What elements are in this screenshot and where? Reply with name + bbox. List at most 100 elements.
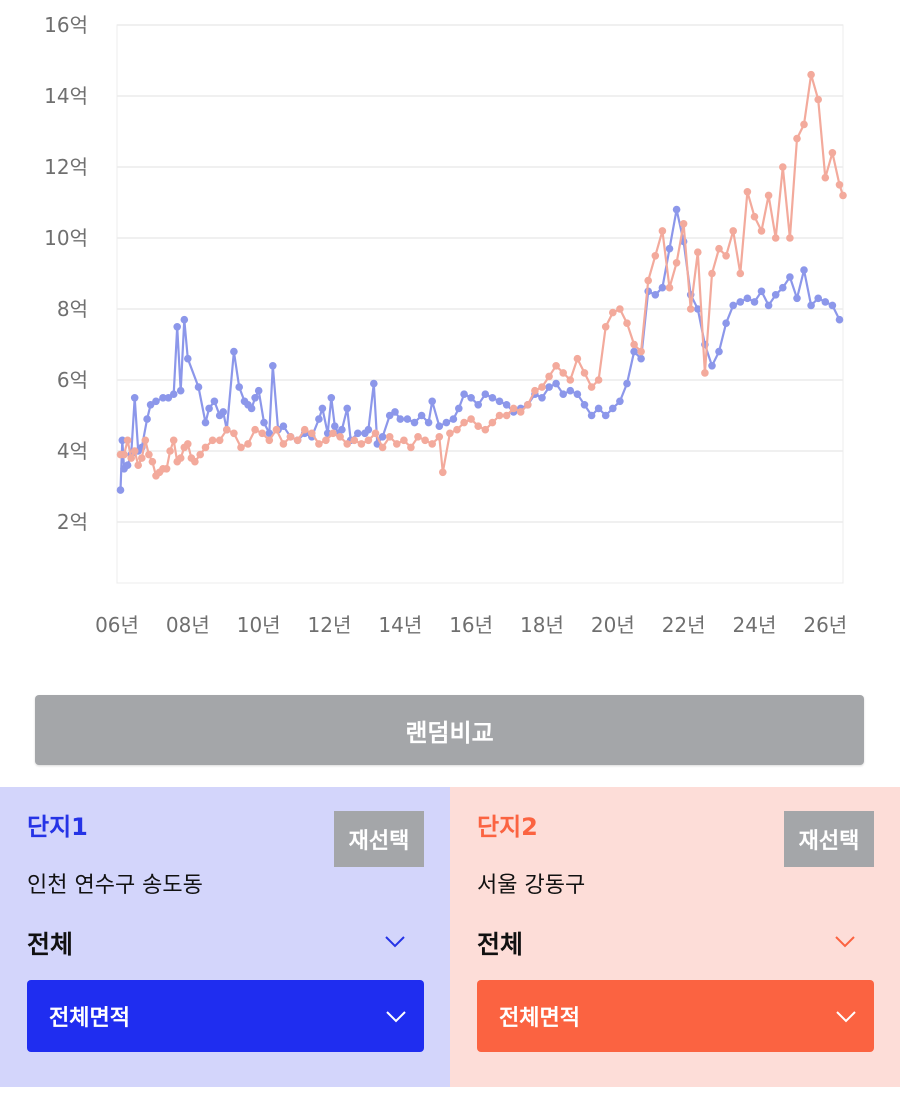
data-point-2 xyxy=(694,248,702,256)
data-point-2 xyxy=(531,386,539,395)
data-point-2 xyxy=(357,440,366,448)
data-point-2 xyxy=(393,440,401,448)
data-point-2 xyxy=(630,340,638,349)
complex2-area-dropdown[interactable]: 전체면적 xyxy=(477,980,874,1052)
data-point-1 xyxy=(658,283,667,292)
data-point-1 xyxy=(449,415,458,423)
data-point-1 xyxy=(219,408,227,416)
data-point-2 xyxy=(336,433,344,441)
complex2-panel: 단지2 재선택 서울 강동구 전체 전체면적 xyxy=(450,787,900,1087)
data-point-2 xyxy=(488,418,497,427)
data-point-1 xyxy=(630,347,638,356)
data-point-1 xyxy=(318,404,327,413)
complex2-title: 단지2 xyxy=(477,813,538,841)
y-tick-label: 6억 xyxy=(57,368,88,392)
complex2-type-dropdown[interactable]: 전체 xyxy=(477,925,857,965)
data-point-2 xyxy=(201,443,210,452)
data-point-1 xyxy=(764,301,773,310)
data-point-1 xyxy=(779,283,787,292)
data-point-1 xyxy=(173,323,181,331)
complex2-reselect-button[interactable]: 재선택 xyxy=(784,811,874,867)
data-point-1 xyxy=(205,404,213,413)
data-point-2 xyxy=(474,422,483,431)
complex1-type-dropdown[interactable]: 전체 xyxy=(27,925,407,965)
data-point-2 xyxy=(138,454,146,462)
data-point-1 xyxy=(428,397,437,406)
data-point-2 xyxy=(421,436,429,445)
data-point-2 xyxy=(378,443,387,452)
data-point-2 xyxy=(286,433,295,441)
x-tick-label: 26년 xyxy=(803,613,847,637)
data-point-2 xyxy=(467,415,475,423)
data-point-2 xyxy=(134,461,142,470)
data-point-2 xyxy=(708,269,716,278)
data-point-1 xyxy=(251,394,259,402)
data-point-2 xyxy=(835,181,844,189)
x-tick-label: 22년 xyxy=(662,613,706,637)
x-tick-label: 08년 xyxy=(166,613,210,637)
data-point-2 xyxy=(127,454,135,462)
data-point-2 xyxy=(265,436,274,445)
data-point-1 xyxy=(828,301,837,310)
data-point-1 xyxy=(279,422,288,431)
random-compare-button[interactable]: 랜덤비교 xyxy=(35,695,864,765)
data-point-1 xyxy=(254,386,263,395)
complex1-area-dropdown[interactable]: 전체면적 xyxy=(27,980,424,1052)
data-point-1 xyxy=(201,418,210,427)
data-point-2 xyxy=(750,212,759,221)
data-point-1 xyxy=(559,390,567,399)
data-point-2 xyxy=(145,450,153,459)
data-point-2 xyxy=(573,354,582,363)
data-point-1 xyxy=(552,379,560,388)
data-point-2 xyxy=(821,173,830,182)
data-point-2 xyxy=(587,383,596,391)
data-point-2 xyxy=(771,234,780,242)
data-point-1 xyxy=(502,401,511,409)
data-point-1 xyxy=(417,411,426,420)
data-point-2 xyxy=(460,418,468,427)
data-point-2 xyxy=(208,436,217,445)
data-point-2 xyxy=(665,283,674,292)
data-point-1 xyxy=(601,411,610,420)
data-point-1 xyxy=(435,422,444,431)
data-point-1 xyxy=(130,394,139,402)
complex1-title: 단지1 xyxy=(27,813,88,841)
price-chart-svg: 2억 4억 6억 8억 10억 12억 14억 16억 06년 08년 10년 12년 14년 16년 18… xyxy=(44,13,847,637)
data-point-2 xyxy=(679,220,688,228)
x-tick-label: 06년 xyxy=(95,613,139,637)
data-point-1 xyxy=(821,298,830,306)
data-point-2 xyxy=(509,404,518,413)
data-point-2 xyxy=(435,433,444,441)
data-point-1 xyxy=(757,287,766,296)
data-point-2 xyxy=(166,447,174,455)
data-point-1 xyxy=(143,415,151,423)
chevron-down-icon xyxy=(835,936,855,948)
complex1-reselect-button[interactable]: 재선택 xyxy=(334,811,424,867)
data-point-1 xyxy=(315,415,323,423)
data-point-1 xyxy=(481,390,490,399)
data-point-1 xyxy=(123,461,132,470)
complex2-region: 서울 강동구 xyxy=(477,873,586,898)
data-point-2 xyxy=(623,319,631,328)
data-point-1 xyxy=(176,386,185,395)
data-point-2 xyxy=(350,436,359,445)
data-point-2 xyxy=(736,269,745,278)
data-point-2 xyxy=(722,252,730,260)
plot-area xyxy=(116,24,844,584)
data-point-2 xyxy=(407,443,415,452)
data-point-2 xyxy=(495,411,504,420)
data-point-2 xyxy=(793,134,801,143)
data-point-2 xyxy=(524,401,532,409)
data-point-2 xyxy=(130,447,139,455)
data-point-2 xyxy=(343,440,352,448)
y-tick-label: 16억 xyxy=(44,13,88,37)
data-point-2 xyxy=(516,408,525,416)
data-point-1 xyxy=(164,394,173,402)
data-point-1 xyxy=(708,362,716,370)
data-point-2 xyxy=(779,163,787,171)
price-chart: 2억 4억 6억 8억 10억 12억 14억 16억 06년 08년 10년 12년 14년 16년 18… xyxy=(44,13,847,637)
data-point-1 xyxy=(194,383,203,391)
complex2-type-label: 전체 xyxy=(477,930,524,959)
data-point-2 xyxy=(446,429,454,438)
y-tick-label: 2억 xyxy=(57,510,88,534)
